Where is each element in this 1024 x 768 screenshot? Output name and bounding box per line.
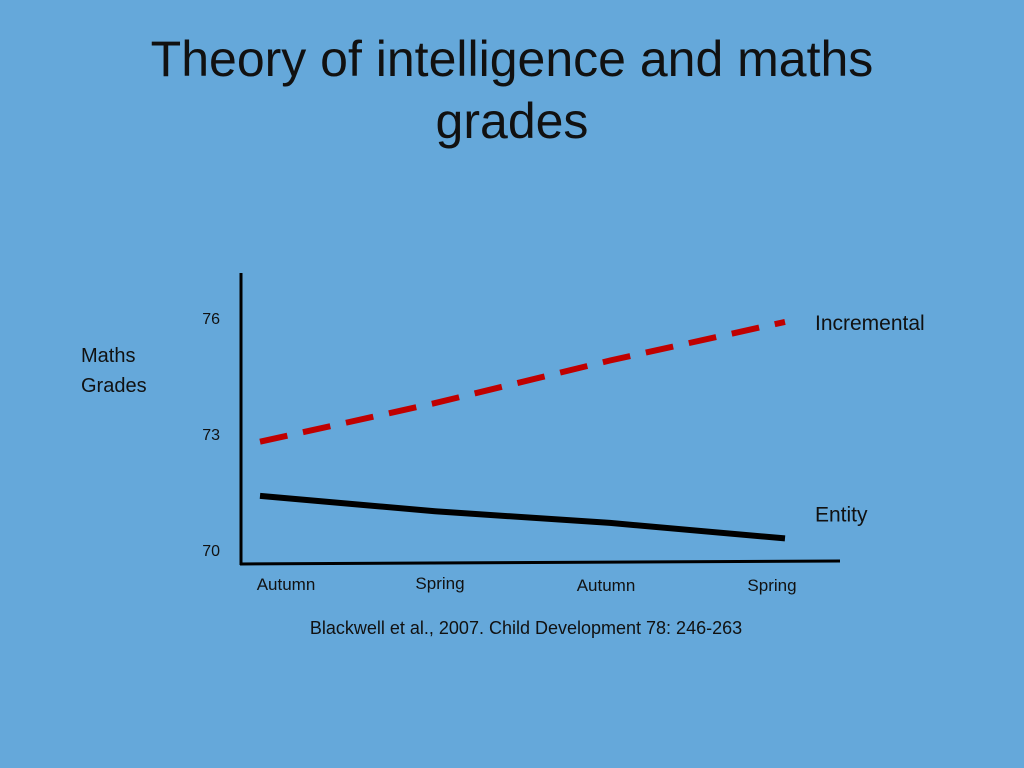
y-tick-label: 76 (202, 311, 220, 328)
x-tick-label: Autumn (257, 575, 316, 594)
title-line-1: Theory of intelligence and maths (150, 31, 874, 87)
y-axis-label: Maths Grades (81, 345, 147, 397)
y-axis-label-line: Grades (81, 375, 147, 397)
series-lines (259, 318, 786, 542)
y-tick-labels: 76 73 70 (202, 311, 220, 560)
title-line-2: grades (435, 93, 589, 149)
x-tick-label: Spring (415, 574, 464, 593)
series-label-entity: Entity (815, 503, 868, 526)
page-title: Theory of intelligence and maths grades (0, 28, 1024, 152)
series-label-incremental: Incremental (815, 312, 925, 335)
x-tick-label: Autumn (577, 576, 636, 595)
x-tick-labels: Autumn Spring Autumn Spring (257, 574, 797, 595)
series-labels: Incremental Entity (815, 312, 925, 527)
y-tick-label: 73 (202, 427, 220, 444)
y-tick-label: 70 (202, 543, 220, 560)
x-axis (239, 559, 841, 566)
series-line-incremental (259, 318, 786, 445)
series-line-entity (259, 492, 786, 542)
y-axis-label-line: Maths (81, 345, 135, 367)
x-tick-label: Spring (747, 576, 796, 595)
citation: Blackwell et al., 2007. Child Developmen… (309, 618, 743, 638)
